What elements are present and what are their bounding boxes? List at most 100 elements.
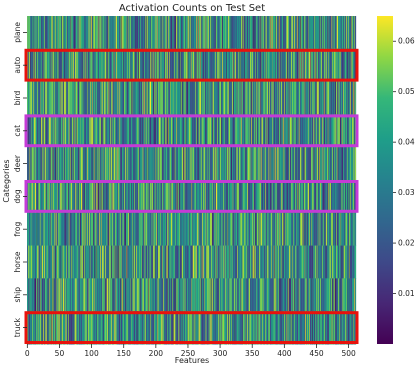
heatmap-cell [244,278,245,312]
heatmap-cell [86,81,88,115]
heatmap-cell [293,81,294,115]
heatmap-cell [307,81,309,115]
heatmap-cell [259,16,261,50]
heatmap-cell [217,278,218,312]
heatmap-cell [91,311,93,345]
heatmap-cell [75,48,76,83]
heatmap-cell [118,311,120,345]
heatmap-cell [263,180,265,214]
heatmap-cell [190,114,191,148]
heatmap-cell [89,180,91,214]
heatmap-cell [129,81,131,115]
heatmap-cell [174,81,175,115]
heatmap-cell [97,81,98,115]
heatmap-cell [60,180,62,214]
heatmap-cell [254,278,256,312]
heatmap-cell [248,180,250,214]
heatmap-cell [284,278,286,312]
heatmap-cell [293,212,295,247]
heatmap-cell [48,180,49,214]
heatmap-cell [144,212,146,247]
heatmap-cell [309,147,310,181]
heatmap-cell [342,114,344,148]
heatmap-cell [163,147,165,181]
heatmap-cell [249,114,251,148]
heatmap-cell [83,212,85,247]
heatmap-cell [152,147,154,181]
heatmap-cell [89,114,91,148]
heatmap-cell [258,311,260,345]
heatmap-cell [109,48,111,83]
heatmap-cell [172,81,174,115]
heatmap-cell [168,48,170,83]
heatmap-cell [266,81,268,115]
heatmap-cell [127,278,129,312]
heatmap-cell [70,180,72,214]
heatmap-cell [188,245,190,279]
heatmap-cell [343,180,344,214]
heatmap-cell [188,48,190,83]
heatmap-cell [101,245,103,279]
heatmap-cell [339,278,341,312]
heatmap-cell [314,114,316,148]
heatmap-cell [149,48,151,83]
heatmap-cell [73,114,75,148]
heatmap-cell [100,311,102,345]
heatmap-cell [255,212,256,247]
heatmap-cell [88,81,89,115]
heatmap-cell [266,147,268,181]
heatmap-cell [215,311,217,345]
heatmap-cell [167,114,169,148]
heatmap-cell [266,180,268,214]
heatmap-cell [334,114,336,148]
heatmap-cell [158,16,160,50]
heatmap-cell [177,114,179,148]
heatmap-cell [242,81,244,115]
heatmap-cell [222,81,224,115]
heatmap-cell [186,311,188,345]
heatmap-cell [205,311,207,345]
heatmap-cell [315,48,317,83]
heatmap-cell [143,48,145,83]
heatmap-cell [43,16,44,50]
heatmap-cell [292,278,294,312]
heatmap-cell [38,81,40,115]
heatmap-cell [162,16,164,50]
heatmap-cell [323,212,325,247]
heatmap-cell [141,147,143,181]
heatmap-cell [213,48,215,83]
heatmap-cell [262,212,263,247]
heatmap-cell [308,278,310,312]
heatmap-cell [296,180,298,214]
heatmap-cell [152,114,154,148]
heatmap-cell [347,48,348,83]
heatmap-cell [184,114,186,148]
heatmap-cell [66,180,67,214]
heatmap-cell [172,311,174,345]
heatmap-cell [131,245,133,279]
heatmap-cell [93,16,94,50]
heatmap-cell [171,16,173,50]
heatmap-cell [28,16,30,50]
heatmap-cell [190,48,192,83]
heatmap-cell [156,81,157,115]
heatmap-cell [201,16,203,50]
heatmap-cell [79,147,80,181]
heatmap-cell [181,180,183,214]
heatmap-cell [82,180,84,214]
heatmap-cell [194,114,196,148]
heatmap-cell [167,180,169,214]
heatmap-cell [327,147,328,181]
heatmap-cell [231,81,233,115]
heatmap-cell [293,278,295,312]
heatmap-cell [311,278,312,312]
heatmap-cell [172,278,174,312]
heatmap-cell [48,48,50,83]
heatmap-cell [149,180,151,214]
heatmap-cell [172,114,174,148]
heatmap-cell [169,212,171,247]
heatmap-cell [300,212,302,247]
heatmap-cell [316,16,317,50]
heatmap-cell [70,81,72,115]
heatmap-cell [337,16,339,50]
